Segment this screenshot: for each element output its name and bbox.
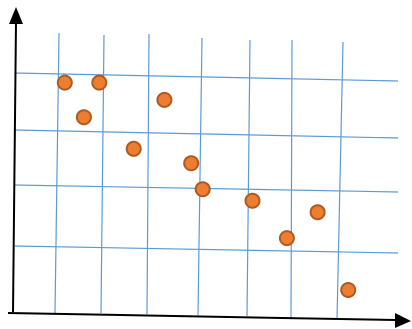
grid [14, 32, 399, 321]
data-point-2 [91, 74, 108, 91]
data-point-8 [244, 192, 261, 209]
vertical-grid-line [197, 37, 203, 316]
vertical-grid-line [246, 39, 251, 317]
data-point-9 [278, 230, 295, 247]
vertical-grid-line [54, 32, 60, 314]
y-axis [12, 21, 17, 313]
data-point-11 [340, 282, 357, 298]
vertical-grid-line [290, 39, 293, 319]
y-axis-arrowhead [9, 7, 23, 24]
vertical-grid-line [336, 41, 344, 321]
horizontal-grid-line [14, 245, 399, 254]
horizontal-grid-line [14, 72, 399, 82]
data-point-1 [56, 74, 73, 91]
data-point-10 [309, 204, 326, 221]
data-point-4 [156, 91, 173, 108]
data-point-3 [75, 109, 92, 126]
data-point-5 [125, 140, 142, 157]
data-point-7 [194, 181, 211, 198]
axes [7, 7, 411, 328]
vertical-grid-line [146, 33, 150, 315]
data-points [56, 74, 357, 298]
data-point-6 [183, 155, 200, 172]
x-axis-arrowhead [395, 313, 411, 328]
x-axis [7, 312, 397, 321]
horizontal-grid-line [14, 129, 399, 139]
